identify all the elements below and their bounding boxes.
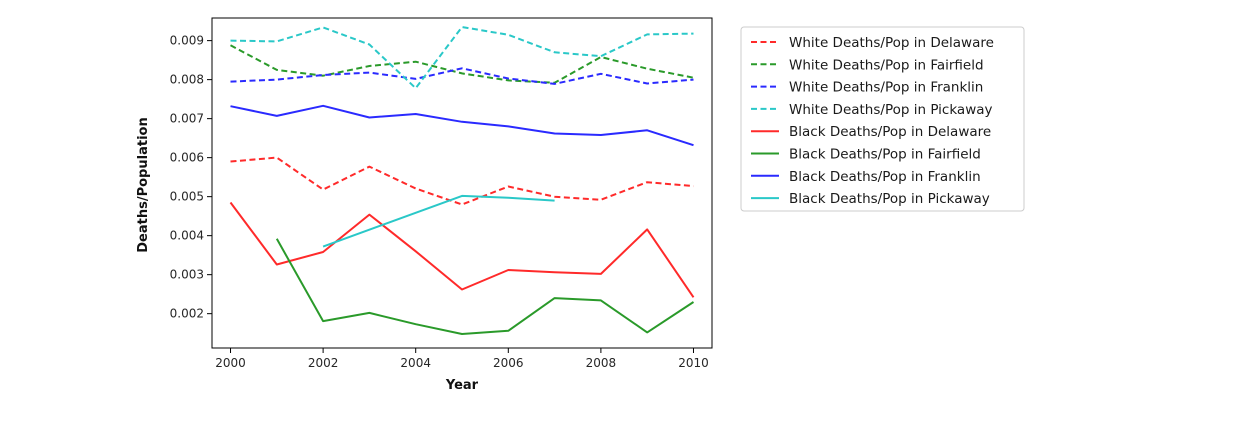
x-tick-label: 2008 — [586, 356, 617, 370]
y-tick-label: 0.009 — [170, 34, 204, 48]
x-tick-label: 2006 — [493, 356, 524, 370]
series-line-white-deaths-pop-in-fairfield — [230, 44, 694, 84]
legend-entry-label: White Deaths/Pop in Fairfield — [789, 57, 984, 73]
series-line-black-deaths-pop-in-pickaway — [322, 194, 555, 248]
series-line-black-deaths-pop-in-franklin — [230, 104, 694, 147]
y-tick-label: 0.002 — [170, 307, 204, 321]
legend-entry-label: White Deaths/Pop in Pickaway — [789, 102, 993, 118]
y-tick-label: 0.003 — [170, 268, 204, 282]
series-line-white-deaths-pop-in-pickaway — [230, 26, 694, 90]
legend-entry-label: Black Deaths/Pop in Franklin — [789, 169, 981, 185]
y-tick-label: 0.005 — [170, 190, 204, 204]
series-line-black-deaths-pop-in-fairfield — [275, 238, 695, 335]
legend-entry-label: Black Deaths/Pop in Pickaway — [789, 191, 990, 207]
x-tick-label: 2010 — [678, 356, 709, 370]
y-axis: 0.002 0.003 0.004 0.005 0.006 0.007 0.008 0.009 — [170, 34, 212, 321]
y-tick-label: 0.007 — [170, 112, 204, 126]
legend-entry-label: Black Deaths/Pop in Delaware — [789, 124, 991, 140]
x-tick-label: 2004 — [400, 356, 431, 370]
legend-entry-label: Black Deaths/Pop in Fairfield — [789, 147, 981, 163]
y-tick-label: 0.008 — [170, 73, 204, 87]
legend-entry-label: White Deaths/Pop in Delaware — [789, 35, 994, 51]
y-tick-label: 0.006 — [170, 151, 204, 165]
x-axis-label: Year — [445, 378, 479, 393]
x-axis: 2000 2002 2004 2006 2008 2010 — [215, 348, 709, 370]
x-tick-label: 2000 — [215, 356, 246, 370]
series-line-black-deaths-pop-in-delaware — [229, 201, 695, 298]
x-tick-label: 2002 — [308, 356, 339, 370]
y-tick-label: 0.004 — [170, 229, 204, 243]
legend-entry-label: White Deaths/Pop in Franklin — [789, 80, 983, 96]
y-axis-label: Deaths/Population — [136, 117, 151, 252]
legend-frame — [740, 26, 1025, 212]
plot-area-frame — [211, 17, 713, 349]
series-line-white-deaths-pop-in-franklin — [230, 67, 694, 85]
legend: White Deaths/Pop in Delaware White Deaths… — [740, 26, 1025, 212]
plot-lines — [229, 26, 695, 335]
series-line-white-deaths-pop-in-delaware — [230, 156, 694, 206]
